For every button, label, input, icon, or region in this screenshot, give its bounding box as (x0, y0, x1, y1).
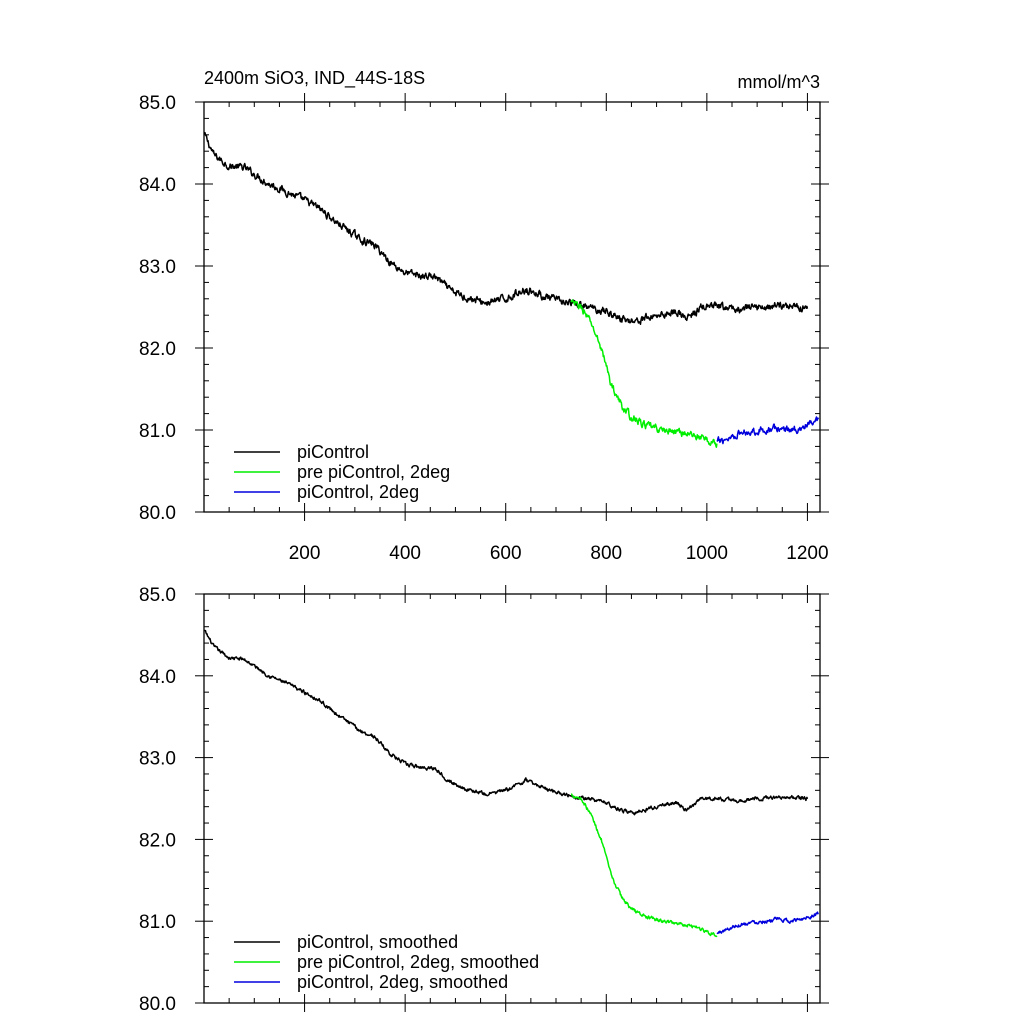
legend-label: piControl, 2deg, smoothed (297, 972, 508, 992)
bottom-panel: 80.0 81.0 82.0 83.0 84.0 85.0 piControl, smoot… (139, 585, 829, 1015)
y-tick-label: 80.0 (139, 503, 176, 524)
series-line (570, 793, 718, 938)
plot-frame (203, 101, 821, 513)
x-tick-label: 200 (289, 543, 321, 564)
x-tick-label: 1000 (686, 543, 728, 564)
plot-frame (203, 593, 821, 1004)
y-tick-label: 85.0 (139, 585, 176, 606)
series-line (570, 299, 718, 448)
series-line (716, 416, 820, 445)
legend-label: pre piControl, 2deg (297, 462, 450, 482)
x-tick-label: 600 (490, 543, 522, 564)
series-line (716, 911, 820, 935)
y-tick-label: 85.0 (139, 93, 176, 114)
y-tick-label: 81.0 (139, 912, 176, 933)
y-tick-label: 82.0 (139, 830, 176, 851)
x-tick-label: 1200 (786, 543, 828, 564)
y-tick-label: 81.0 (139, 421, 176, 442)
y-tick-label: 83.0 (139, 257, 176, 278)
x-tick-label: 800 (590, 543, 622, 564)
y-tick-label: 84.0 (139, 667, 176, 688)
y-tick-label: 83.0 (139, 749, 176, 770)
y-tick-label: 80.0 (139, 994, 176, 1015)
legend-label: piControl (297, 442, 369, 462)
series-line (204, 629, 809, 816)
legend-label: pre piControl, 2deg, smoothed (297, 952, 539, 972)
legend-label: piControl, smoothed (297, 932, 458, 952)
legend-label: piControl, 2deg (297, 482, 419, 502)
top-panel: 80.0 81.0 82.0 83.0 84.0 85.0 200 400 600 800 1000… (139, 93, 829, 564)
y-tick-label: 82.0 (139, 339, 176, 360)
y-tick-label: 84.0 (139, 175, 176, 196)
series-line (203, 131, 809, 325)
x-tick-label: 400 (389, 543, 421, 564)
chart-title: 2400m SiO3, IND_44S-18S (204, 68, 425, 89)
units-label: mmol/m^3 (738, 72, 820, 92)
